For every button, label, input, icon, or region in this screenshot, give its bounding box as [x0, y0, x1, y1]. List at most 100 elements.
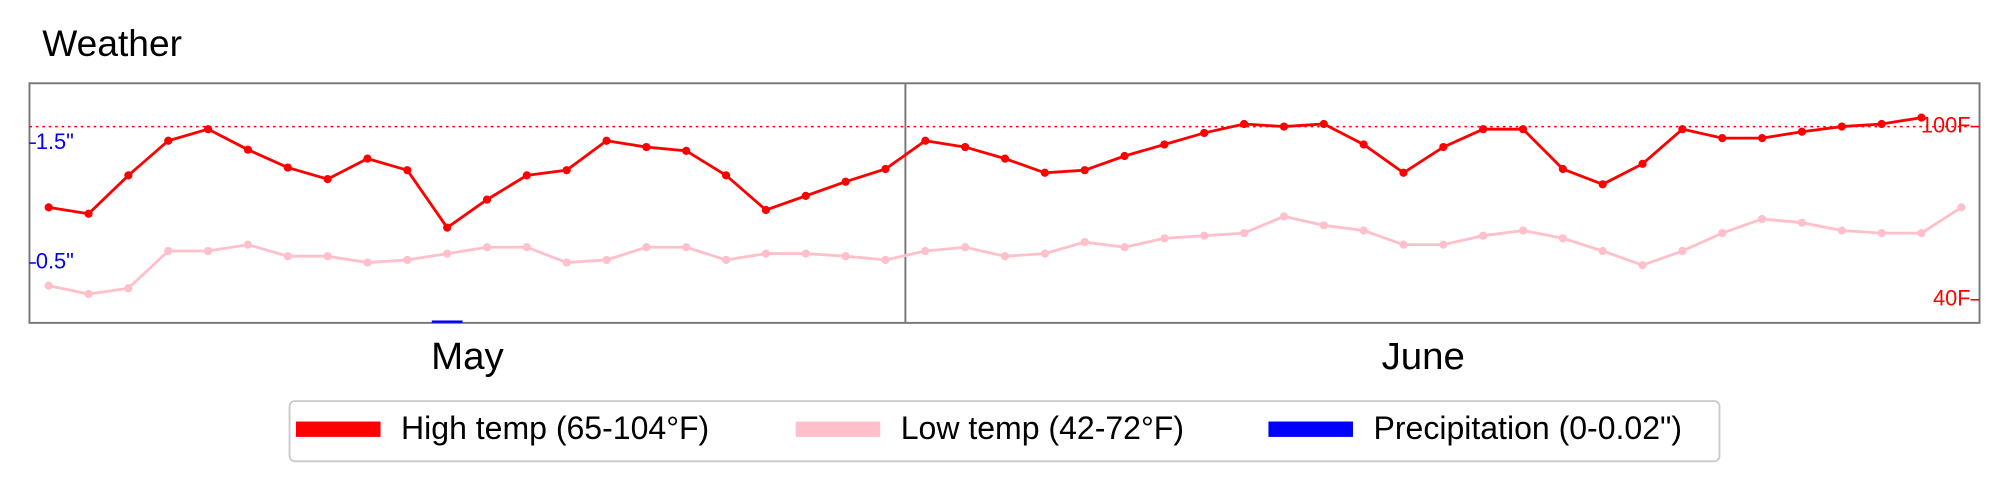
point	[1439, 142, 1448, 152]
point	[721, 255, 731, 265]
point	[243, 145, 253, 154]
point	[203, 246, 213, 256]
point	[44, 203, 53, 212]
point	[1399, 168, 1408, 177]
point	[1917, 113, 1926, 122]
point	[1160, 140, 1169, 149]
point	[1797, 218, 1807, 227]
point	[84, 209, 93, 218]
point	[1120, 243, 1129, 252]
point	[164, 246, 173, 256]
point	[363, 154, 372, 163]
point	[1877, 119, 1886, 129]
point	[283, 163, 292, 172]
point	[323, 252, 332, 261]
point	[881, 164, 890, 174]
point	[682, 243, 691, 252]
point	[1160, 234, 1169, 243]
point	[1239, 119, 1249, 129]
point	[961, 142, 970, 152]
point	[124, 171, 133, 180]
point	[562, 258, 571, 267]
plot-frame	[28, 82, 1981, 324]
point	[1598, 246, 1607, 256]
point	[1279, 122, 1289, 131]
point	[1439, 240, 1448, 249]
point	[1518, 125, 1528, 134]
point	[522, 243, 531, 252]
point	[1319, 119, 1328, 129]
legend-swatch	[1268, 421, 1353, 437]
point	[124, 284, 133, 293]
point	[203, 125, 213, 134]
point	[403, 166, 412, 175]
point	[164, 136, 173, 145]
point	[721, 171, 731, 180]
y2-tick-label: 40F	[1933, 286, 1971, 311]
point	[1598, 180, 1607, 189]
y-tick-label: 0.5"	[36, 249, 74, 274]
point	[1359, 226, 1368, 235]
point	[1080, 237, 1089, 247]
point	[403, 255, 412, 265]
point	[921, 136, 930, 145]
point	[1279, 212, 1289, 221]
point	[761, 205, 771, 215]
point	[881, 255, 890, 265]
point	[1718, 134, 1727, 143]
y2-tick-label: 100F	[1921, 112, 1971, 137]
month-label: May	[431, 335, 504, 378]
point	[562, 166, 571, 175]
chart-title: Weather	[42, 22, 182, 64]
point	[1200, 128, 1209, 138]
point	[1200, 231, 1209, 240]
point	[443, 249, 452, 258]
point	[1040, 168, 1049, 177]
point	[642, 243, 651, 252]
point	[1758, 214, 1767, 224]
bar	[431, 320, 463, 323]
point	[1678, 125, 1687, 134]
point	[1837, 122, 1846, 131]
point	[1000, 154, 1010, 163]
point	[961, 243, 970, 252]
month-label: June	[1382, 335, 1465, 378]
point	[1638, 261, 1647, 270]
point	[1080, 166, 1089, 175]
point	[44, 281, 53, 290]
point	[363, 258, 372, 267]
point	[1797, 127, 1807, 136]
point	[1558, 164, 1567, 174]
legend-label: High temp (65-104°F)	[401, 410, 709, 446]
point	[841, 252, 850, 261]
legend-box	[288, 400, 1721, 463]
series-line	[48, 206, 1963, 296]
point	[1718, 228, 1727, 238]
point	[1957, 203, 1966, 212]
point	[443, 223, 452, 232]
point	[602, 136, 611, 145]
point	[1000, 252, 1010, 261]
point	[482, 195, 492, 204]
point	[682, 146, 691, 155]
point	[1399, 240, 1408, 249]
point	[642, 142, 651, 152]
point	[1359, 140, 1368, 149]
point	[1518, 226, 1528, 235]
point	[801, 249, 810, 258]
point	[1837, 226, 1846, 235]
point	[1758, 134, 1767, 143]
point	[1638, 159, 1647, 168]
point	[761, 249, 771, 258]
point	[602, 255, 611, 265]
point	[801, 191, 810, 200]
point	[84, 289, 93, 299]
point	[841, 177, 850, 186]
point	[1558, 234, 1567, 243]
point	[1917, 228, 1926, 238]
legend-swatch	[795, 421, 881, 437]
series-line	[48, 116, 1922, 230]
point	[243, 240, 253, 249]
legend-label: Low temp (42-72°F)	[901, 410, 1184, 446]
